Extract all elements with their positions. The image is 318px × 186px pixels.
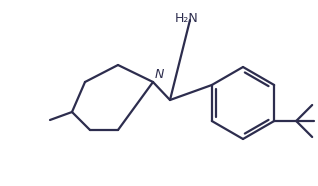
Text: H₂N: H₂N [175,12,199,25]
Text: N: N [155,68,164,81]
